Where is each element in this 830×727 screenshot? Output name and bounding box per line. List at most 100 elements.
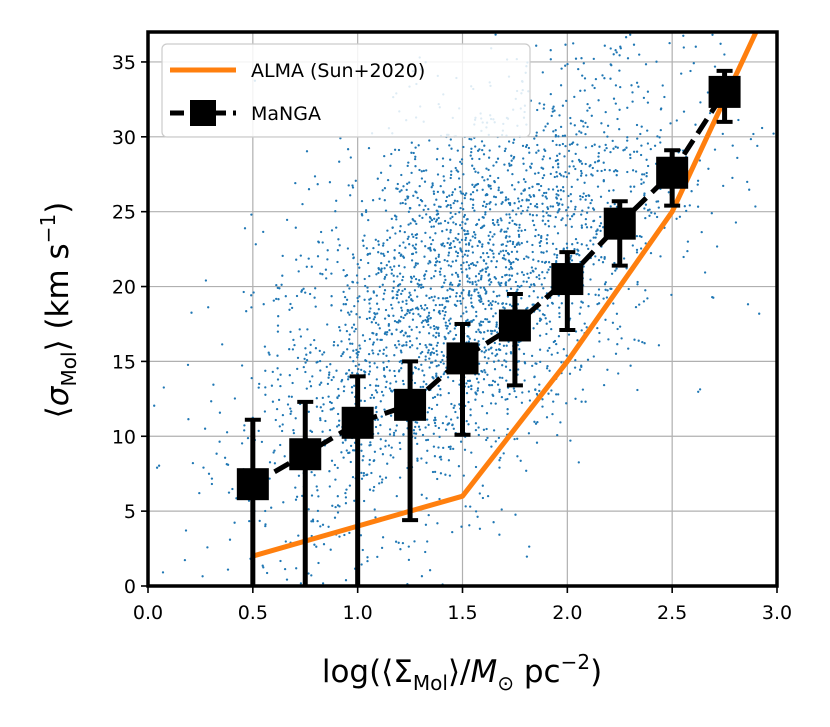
- scatter-point: [381, 189, 384, 192]
- scatter-point: [435, 375, 438, 378]
- scatter-point: [348, 531, 351, 535]
- scatter-point: [408, 291, 411, 294]
- scatter-point: [412, 151, 415, 155]
- scatter-point: [294, 486, 297, 489]
- scatter-point: [264, 369, 267, 372]
- scatter-point: [423, 180, 427, 183]
- scatter-point: [484, 349, 488, 352]
- scatter-point: [330, 304, 333, 307]
- scatter-point: [326, 382, 330, 386]
- scatter-point: [446, 203, 450, 207]
- scatter-point: [346, 378, 350, 381]
- scatter-point: [612, 53, 615, 56]
- scatter-point: [342, 303, 345, 306]
- scatter-point: [458, 185, 462, 189]
- scatter-point: [517, 241, 520, 244]
- scatter-point: [508, 274, 511, 277]
- scatter-point: [432, 351, 436, 355]
- scatter-point: [429, 217, 432, 220]
- scatter-point: [380, 270, 383, 273]
- scatter-point: [424, 231, 427, 235]
- scatter-point: [602, 161, 605, 164]
- scatter-point: [622, 257, 626, 260]
- scatter-point: [512, 141, 515, 144]
- scatter-point: [305, 150, 309, 153]
- scatter-point: [408, 311, 411, 314]
- scatter-point: [686, 249, 689, 253]
- scatter-point: [494, 354, 497, 357]
- scatter-point: [310, 470, 313, 474]
- scatter-point: [262, 230, 265, 234]
- scatter-point: [644, 63, 648, 66]
- scatter-point: [491, 222, 495, 225]
- scatter-point: [590, 144, 594, 148]
- scatter-point: [760, 126, 764, 130]
- scatter-point: [583, 77, 587, 80]
- scatter-point: [568, 143, 572, 146]
- scatter-point: [466, 335, 469, 338]
- scatter-point: [319, 525, 322, 528]
- scatter-point: [319, 230, 323, 234]
- scatter-point: [477, 279, 480, 282]
- scatter-point: [322, 351, 326, 354]
- scatter-point: [277, 398, 281, 402]
- scatter-point: [530, 354, 534, 358]
- scatter-point: [634, 170, 638, 173]
- scatter-point: [505, 360, 508, 363]
- scatter-point: [635, 248, 639, 252]
- scatter-point: [327, 525, 330, 528]
- scatter-point: [385, 346, 388, 349]
- scatter-point: [419, 315, 422, 318]
- scatter-point: [263, 410, 267, 413]
- scatter-point: [420, 177, 424, 180]
- scatter-point: [657, 206, 660, 209]
- scatter-point: [318, 349, 321, 353]
- scatter-point: [413, 540, 416, 543]
- scatter-point: [713, 148, 717, 151]
- scatter-point: [614, 352, 618, 355]
- scatter-point: [580, 213, 583, 216]
- scatter-point: [428, 139, 431, 142]
- scatter-point: [696, 179, 700, 182]
- scatter-point: [328, 428, 332, 432]
- scatter-point: [736, 156, 739, 160]
- scatter-point: [475, 283, 478, 286]
- scatter-point: [334, 478, 337, 481]
- scatter-point: [448, 144, 451, 147]
- scatter-point: [606, 368, 609, 371]
- scatter-point: [314, 347, 318, 350]
- scatter-point: [439, 388, 442, 391]
- scatter-point: [326, 258, 329, 261]
- scatter-point: [520, 241, 523, 245]
- scatter-point: [589, 278, 592, 281]
- scatter-point: [555, 342, 558, 346]
- scatter-point: [584, 146, 588, 149]
- scatter-point: [547, 392, 550, 395]
- scatter-point: [470, 384, 473, 388]
- scatter-point: [580, 57, 583, 60]
- scatter-point: [558, 315, 561, 319]
- scatter-point: [514, 280, 518, 284]
- scatter-point: [497, 223, 500, 227]
- scatter-point: [455, 169, 458, 172]
- legend-box: [161, 43, 531, 138]
- scatter-point: [420, 307, 424, 310]
- scatter-point: [646, 164, 650, 168]
- y-tick-label: 35: [112, 52, 136, 74]
- scatter-point: [381, 478, 384, 481]
- scatter-point: [659, 128, 662, 132]
- scatter-point: [453, 404, 456, 407]
- scatter-point: [362, 471, 366, 475]
- scatter-point: [439, 455, 442, 458]
- scatter-point: [460, 250, 464, 253]
- scatter-point: [598, 145, 601, 148]
- scatter-point: [360, 477, 364, 480]
- scatter-point: [442, 446, 445, 450]
- scatter-point: [338, 329, 342, 332]
- scatter-point: [425, 269, 428, 273]
- scatter-point: [648, 214, 651, 217]
- scatter-point: [424, 355, 427, 358]
- scatter-point: [591, 207, 595, 210]
- scatter-point: [698, 388, 702, 391]
- scatter-point: [464, 236, 468, 240]
